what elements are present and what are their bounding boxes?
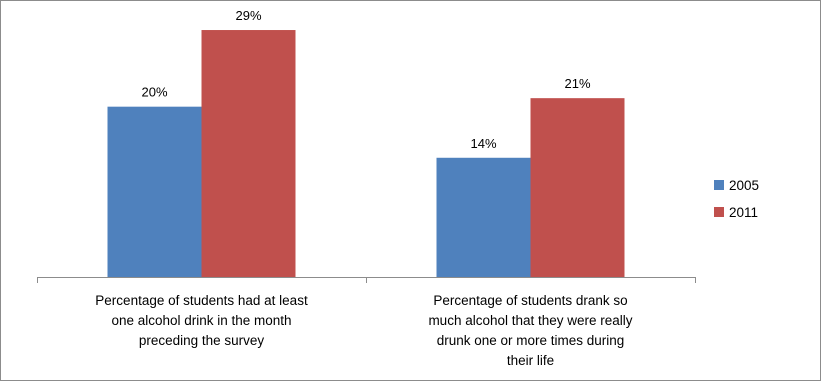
plot-area: 20% 14% 29% 21% Percentage of students had a… (37, 8, 696, 368)
bar-2011-cat1 (201, 30, 296, 277)
category-label-line: much alcohol that they were really (428, 313, 632, 328)
data-label-2005-cat2: 14% (470, 136, 496, 151)
bar-2005-cat1 (107, 106, 202, 277)
data-label-2011-cat1: 29% (235, 8, 261, 23)
category-label-line: Percentage of students drank so (433, 293, 627, 308)
category-label-1: Percentage of students had at least one a… (95, 293, 308, 348)
data-label-2011-cat2: 21% (564, 76, 590, 91)
data-label-2005-cat1: 20% (141, 85, 167, 100)
category-label-line: their life (507, 353, 554, 368)
category-label-line: preceding the survey (139, 333, 265, 348)
legend: 2005 2011 (714, 178, 759, 220)
legend-swatch-2011 (714, 207, 724, 217)
category-label-line: one alcohol drink in the month (111, 313, 291, 328)
legend-swatch-2005 (714, 180, 724, 190)
category-label-line: drunk one or more times during (437, 333, 625, 348)
legend-label-2011: 2011 (729, 205, 758, 220)
category-label-2: Percentage of students drank so much alco… (428, 293, 632, 368)
bar-2011-cat2 (530, 98, 625, 278)
category-label-line: Percentage of students had at least (95, 293, 308, 308)
bar-2005-cat2 (436, 157, 531, 277)
legend-label-2005: 2005 (729, 178, 759, 193)
